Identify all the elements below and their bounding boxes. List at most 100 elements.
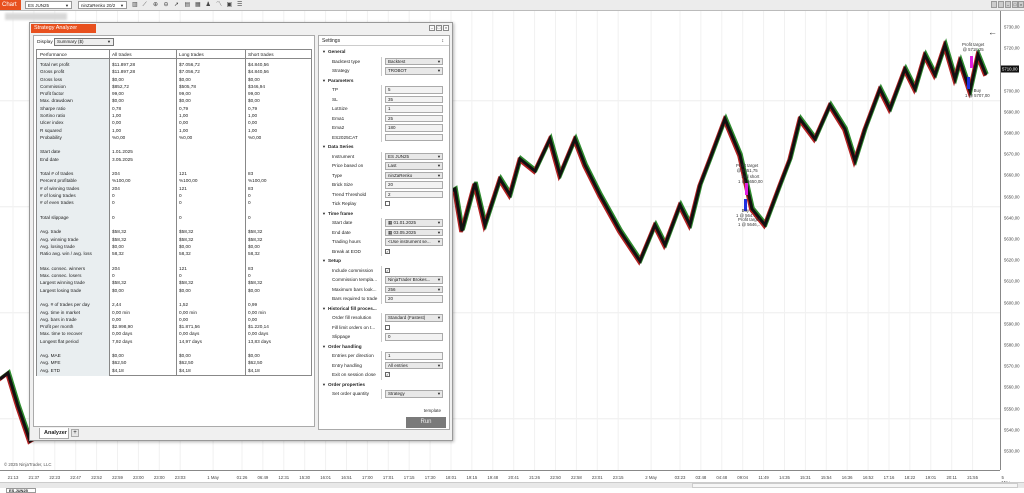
scrollbar-thumb[interactable]: [692, 483, 1018, 488]
settings-section[interactable]: ▼ Setup: [319, 256, 449, 266]
indicators-icon[interactable]: 〽: [216, 2, 223, 8]
window-title[interactable]: Strategy Analyzer: [31, 24, 96, 33]
time-axis[interactable]: 21:13 21:37 22:23 22:47 22:52 22:59 23:00 23:00…: [0, 470, 1010, 485]
setting-input[interactable]: 20: [385, 295, 443, 303]
setting-select[interactable]: 256 ▼: [385, 285, 443, 293]
window-button[interactable]: [998, 1, 1004, 8]
metric-value: 204: [112, 171, 120, 177]
close-icon[interactable]: ×: [443, 25, 449, 31]
setting-label: Strategy: [332, 68, 350, 73]
collapse-triangle-icon[interactable]: ▼: [322, 144, 326, 149]
maximize-icon[interactable]: □: [1012, 1, 1018, 8]
pin-icon[interactable]: ↕: [441, 38, 445, 44]
metric-value: 1,00: [179, 127, 189, 133]
setting-checkbox[interactable]: ✓: [385, 372, 390, 377]
setting-input[interactable]: [385, 133, 443, 141]
settings-section[interactable]: ▼ Parameters: [319, 76, 449, 86]
setting-select[interactable]: <Use instrument se... ▼: [385, 238, 443, 246]
settings-section[interactable]: ▼ General: [319, 47, 449, 57]
settings-section[interactable]: ▼ Historical fill proces...: [319, 304, 449, 314]
pointer-icon[interactable]: ➚: [174, 2, 180, 8]
minimize-icon[interactable]: –: [1005, 1, 1011, 8]
settings-row: Fill limit orders on t...: [319, 322, 449, 332]
setting-select[interactable]: ▦ 03.05.2025 ▼: [385, 228, 443, 236]
collapse-triangle-icon[interactable]: ▼: [322, 381, 326, 387]
setting-select[interactable]: Backtest ▼: [385, 57, 443, 65]
collapse-triangle-icon[interactable]: ▼: [322, 258, 326, 263]
table-row: Avg. MFE $62,50 $62,50 $62,50: [37, 359, 311, 366]
setting-input[interactable]: 5: [385, 86, 443, 94]
setting-select[interactable]: Strategy ▼: [385, 390, 443, 398]
maximize-icon[interactable]: □: [436, 25, 442, 31]
metric-label: Largest winning trade: [40, 280, 85, 286]
instrument-tab[interactable]: ES JUN25: [6, 488, 36, 493]
setting-select[interactable]: TROBOT ▼: [385, 67, 443, 75]
close-icon[interactable]: ×: [1018, 1, 1024, 8]
collapse-triangle-icon[interactable]: ▼: [322, 49, 326, 54]
run-button[interactable]: Run: [406, 417, 446, 428]
setting-input[interactable]: 1: [385, 352, 443, 360]
list-icon[interactable]: ☰: [237, 2, 243, 8]
zoom-in-icon[interactable]: ⊕: [153, 2, 159, 8]
time-label: 23:00: [133, 475, 144, 480]
tab-analyzer[interactable]: Analyzer: [39, 428, 69, 439]
metric-value: 83: [248, 265, 254, 271]
time-label: 22:52: [91, 475, 102, 480]
strategies-icon[interactable]: ♟: [205, 2, 211, 8]
setting-select[interactable]: ES JUN25 ▼: [385, 152, 443, 160]
template-link[interactable]: template: [423, 408, 441, 413]
setting-input[interactable]: 2: [385, 190, 443, 198]
properties-icon[interactable]: ▤: [184, 2, 191, 8]
setting-select[interactable]: Last ▼: [385, 162, 443, 170]
chart-scrollbar[interactable]: [0, 482, 1024, 488]
metric-value: 99,00: [179, 91, 191, 97]
setting-checkbox[interactable]: [385, 201, 390, 206]
settings-section[interactable]: ▼ Order handling: [319, 342, 449, 352]
instrument-select[interactable]: ES JUN25 ▼: [25, 1, 72, 9]
setting-select[interactable]: NinjaTrader Brokes... ▼: [385, 276, 443, 284]
chevron-down-icon: ▼: [120, 3, 124, 8]
draw-line-icon[interactable]: ⟋: [142, 2, 147, 8]
setting-input[interactable]: 35: [385, 95, 443, 103]
settings-section[interactable]: ▼ Data Series: [319, 142, 449, 152]
column-header[interactable]: Long trades: [179, 52, 204, 57]
column-header[interactable]: Short trades: [248, 52, 274, 57]
data-box-icon[interactable]: ▣: [226, 2, 233, 8]
add-tab-button[interactable]: +: [71, 429, 79, 437]
column-header[interactable]: Performance: [40, 52, 67, 57]
setting-input[interactable]: 25: [385, 114, 443, 122]
collapse-triangle-icon[interactable]: ▼: [322, 343, 326, 349]
setting-checkbox[interactable]: [385, 324, 390, 330]
metric-label: Largest losing trade: [40, 287, 82, 293]
settings-section[interactable]: ▼ Time frame: [319, 209, 449, 219]
collapse-triangle-icon[interactable]: ▼: [322, 210, 326, 216]
settings-section[interactable]: ▼ Order properties: [319, 380, 449, 390]
setting-input[interactable]: 180: [385, 124, 443, 132]
settings-row: Trend Threshold 2: [319, 189, 449, 199]
column-header[interactable]: All trades: [112, 52, 132, 57]
metric-label: # of winning trades: [40, 185, 80, 191]
setting-input[interactable]: 20: [385, 181, 443, 189]
setting-select[interactable]: ninZaRenko ▼: [385, 171, 443, 179]
setting-checkbox[interactable]: ✓: [385, 267, 390, 273]
minimize-icon[interactable]: –: [429, 25, 435, 31]
zoom-out-icon[interactable]: ⊖: [163, 2, 169, 8]
collapse-triangle-icon[interactable]: ▼: [322, 305, 326, 311]
setting-input[interactable]: 1: [385, 105, 443, 113]
collapse-triangle-icon[interactable]: ▼: [322, 77, 326, 83]
window-button[interactable]: [991, 1, 997, 8]
setting-select[interactable]: Standard (Fastest) ▼: [385, 314, 443, 322]
setting-label: Commission templa...: [332, 277, 378, 282]
setting-select[interactable]: ▦ 01.01.2025 ▼: [385, 219, 443, 227]
setting-input[interactable]: 0: [385, 333, 443, 341]
back-arrow-icon[interactable]: ←: [988, 27, 997, 37]
bar-type-select[interactable]: ninZaRenko 20/2 ▼: [78, 1, 127, 9]
setting-select[interactable]: All entries ▼: [385, 361, 443, 369]
price-axis[interactable]: 5730,00 5720,00 5710,00 5700,00 5690,00 5680,…: [1000, 11, 1024, 470]
settings-row: Bars required to trade 20: [319, 294, 449, 304]
bar-chart-icon[interactable]: ▥: [132, 2, 138, 8]
templates-icon[interactable]: ▦: [195, 2, 201, 8]
setting-checkbox[interactable]: ✓: [385, 248, 390, 254]
chart-tab[interactable]: Chart: [0, 0, 21, 10]
display-select[interactable]: Summary ($) ▼: [54, 38, 114, 46]
